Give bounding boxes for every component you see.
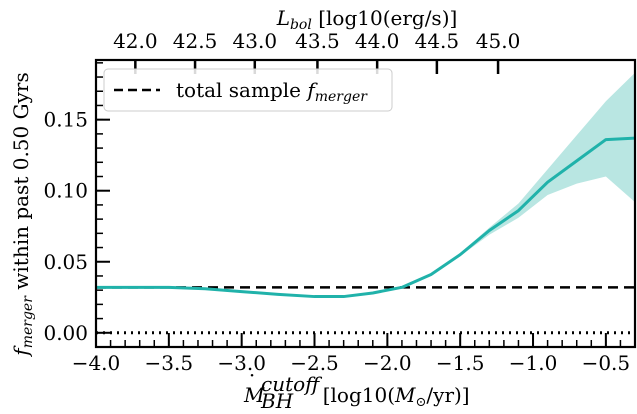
x-tick-labels: −4.0 −3.5 −3.0 −2.5 −2.0 −1.5 −1.0 −0.5 (72, 351, 630, 375)
top-tick-labels: 42.0 42.5 43.0 43.5 44.0 44.5 45.0 (113, 29, 520, 53)
top-tick-label: 44.5 (415, 29, 460, 53)
x-axis-title-sub: BH (260, 389, 294, 413)
merger-fraction-line (96, 136, 635, 299)
x-axis-title-units: [log10(M⊙/yr)] (310, 383, 470, 410)
x-axis-title-symbol: M (243, 383, 265, 407)
x-axis-title-sup: cutoff (261, 372, 323, 396)
y-tick-labels: 0.00 0.05 0.10 0.15 (43, 108, 88, 345)
top-tick-label: 45.0 (476, 29, 521, 53)
x-tick-label: −1.5 (436, 351, 485, 375)
plot-area (96, 72, 635, 335)
x-axis-title: · M cutoff BH [log10(M⊙/yr)] (243, 363, 470, 413)
legend: total sample fmerger (103, 68, 393, 112)
x-tick-label: −3.0 (217, 351, 266, 375)
top-tick-label: 44.0 (355, 29, 400, 53)
x-tick-label: −1.0 (509, 351, 558, 375)
legend-label: total sample fmerger (176, 78, 368, 105)
x-axis-title-dot: · (249, 363, 255, 387)
x-tick-label: −3.5 (145, 351, 194, 375)
top-tick-label: 43.0 (233, 29, 278, 53)
top-tick-label: 43.5 (295, 29, 340, 53)
y-axis-title: fmerger within past 0.50 Gyrs (9, 72, 36, 357)
x-tick-label: −2.5 (290, 351, 339, 375)
x-tick-label: −2.0 (363, 351, 412, 375)
x-tick-label: −4.0 (72, 351, 121, 375)
x-tick-label: −0.5 (582, 351, 631, 375)
top-axis-title: Lbol [log10(erg/s)] (276, 6, 458, 33)
y-tick-label: 0.10 (43, 179, 88, 203)
y-tick-label: 0.15 (43, 108, 88, 132)
plot-frame (94, 58, 637, 349)
top-tick-label: 42.5 (173, 29, 218, 53)
top-tick-label: 42.0 (113, 29, 158, 53)
y-tick-label: 0.05 (43, 250, 88, 274)
y-tick-label: 0.00 (43, 321, 88, 345)
legend-box (103, 68, 393, 112)
